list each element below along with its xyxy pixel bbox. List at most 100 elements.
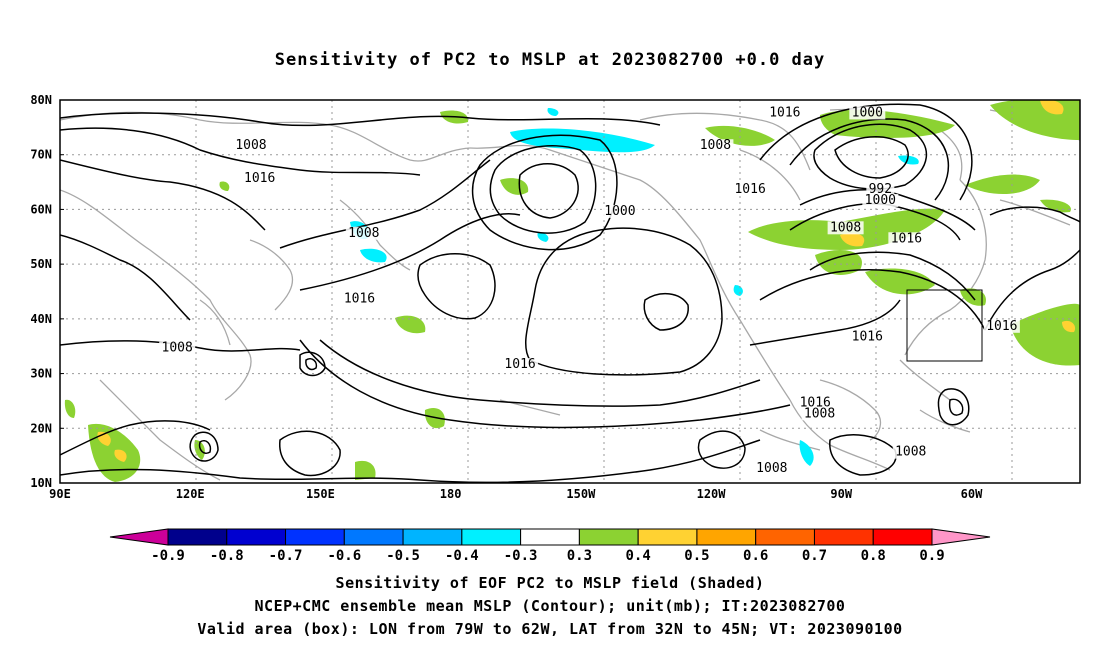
lat-label: 20N — [30, 421, 52, 435]
contour-label-bg — [892, 445, 929, 459]
longitude-labels: 90E 120E 150E 180 150W 120W 90W 60W — [49, 487, 983, 501]
contour-labels: 1016100810081016100010161008101610081016… — [159, 105, 1020, 476]
colorbar-swatch — [637, 528, 698, 546]
contour-label-bg — [341, 292, 378, 306]
contour-label: 1008 — [804, 406, 835, 421]
contour-label: 1008 — [348, 226, 379, 241]
contour-label-bg — [983, 319, 1020, 333]
contour-label-bg — [827, 221, 864, 235]
contour-label: 1008 — [162, 341, 193, 356]
lat-label: 30N — [30, 367, 52, 381]
colorbar-swatch — [813, 528, 874, 546]
contour-label-bg — [502, 358, 539, 372]
lon-label: 150W — [566, 487, 596, 501]
mslp-contours — [60, 103, 1080, 483]
lat-label: 10N — [30, 476, 52, 490]
contour-label-bg — [732, 183, 769, 197]
contour-label-bg — [849, 330, 886, 344]
lat-label: 60N — [30, 202, 52, 216]
colorbar-label: 0.4 — [626, 548, 651, 564]
colorbar-label: -0.9 — [151, 548, 185, 564]
colorbar-label: -0.4 — [445, 548, 479, 564]
contour-label-bg — [766, 106, 803, 120]
lat-label: 50N — [30, 257, 52, 271]
contour-label: 1008 — [700, 138, 731, 153]
contour-label: 1016 — [244, 171, 275, 186]
contour-label: 1008 — [830, 220, 861, 235]
contour-label: 1008 — [756, 461, 787, 476]
contour-label: 1016 — [852, 330, 883, 345]
colorbar-swatch — [578, 528, 639, 546]
contour-label-bg — [232, 139, 269, 153]
contour-label-bg — [866, 183, 895, 197]
lat-label: 40N — [30, 312, 52, 326]
contour-label: 1016 — [891, 231, 922, 246]
contour-label-bg — [601, 204, 638, 218]
caption-shading: Sensitivity of EOF PC2 to MSLP field (Sh… — [335, 574, 765, 592]
contour-label: 1016 — [504, 357, 535, 372]
lon-label: 90E — [49, 487, 71, 501]
lat-label: 80N — [30, 93, 52, 107]
contour-label: 1016 — [769, 105, 800, 120]
contour-label: 1000 — [852, 105, 883, 120]
contour-label-bg — [849, 106, 886, 120]
colorbar-swatch — [226, 528, 287, 546]
colorbar: -0.9 -0.8 -0.7 -0.6 -0.5 -0.4 -0.3 0.3 0.4 0.5 0.6… — [109, 528, 991, 564]
contour-label: 1016 — [344, 291, 375, 306]
colorbar-swatch — [755, 528, 815, 546]
contour-label: 1016 — [734, 182, 765, 197]
colorbar-swatch — [167, 528, 228, 546]
contour-label: 1000 — [865, 193, 896, 208]
colorbar-swatch — [285, 528, 345, 546]
colorbar-label: -0.7 — [269, 548, 303, 564]
colorbar-swatch — [520, 528, 580, 546]
contour-label-bg — [801, 407, 838, 421]
lon-label: 180 — [440, 487, 462, 501]
contour-label: 992 — [869, 182, 892, 197]
colorbar-swatch — [696, 528, 757, 546]
colorbar-low-triangle — [109, 528, 169, 546]
lon-label: 120W — [697, 487, 727, 501]
lon-label: 120E — [176, 487, 205, 501]
colorbar-label: -0.6 — [327, 548, 361, 564]
graticule — [60, 100, 1080, 483]
caption-contour: NCEP+CMC ensemble mean MSLP (Contour); u… — [254, 597, 846, 615]
contour-label-bg — [159, 341, 196, 355]
colorbar-label: 0.7 — [802, 548, 827, 564]
contour-label: 1008 — [235, 138, 266, 153]
valid-area-box — [906, 289, 983, 362]
contour-label-bg — [888, 232, 925, 246]
map-border — [59, 99, 1081, 484]
caption-valid-area: Valid area (box): LON from 79W to 62W, L… — [197, 620, 903, 638]
contour-label-bg — [753, 462, 790, 476]
colorbar-high-triangle — [931, 528, 991, 546]
colorbar-label: -0.8 — [210, 548, 244, 564]
colorbar-swatch — [402, 528, 463, 546]
contour-label: 1016 — [986, 319, 1017, 334]
colorbar-label: -0.5 — [386, 548, 420, 564]
map-title: Sensitivity of PC2 to MSLP at 2023082700… — [274, 50, 826, 70]
contour-label-bg — [862, 193, 899, 207]
colorbar-label: 0.3 — [567, 548, 592, 564]
lon-label: 60W — [961, 487, 983, 501]
contour-label-bg — [697, 139, 734, 153]
colorbar-swatch — [872, 528, 933, 546]
lon-label: 150E — [306, 487, 335, 501]
colorbar-label: -0.3 — [504, 548, 538, 564]
contour-label: 1016 — [800, 395, 831, 410]
contour-label-bg — [345, 226, 382, 240]
colorbar-label: 0.8 — [861, 548, 886, 564]
contour-label: 1000 — [604, 204, 635, 219]
contour-label-bg — [241, 172, 278, 186]
lat-label: 70N — [30, 148, 52, 162]
contour-label: 1008 — [895, 445, 926, 460]
colorbar-swatch — [461, 528, 522, 546]
colorbar-label: 0.6 — [743, 548, 768, 564]
colorbar-swatch — [343, 528, 404, 546]
colorbar-label: 0.9 — [919, 548, 944, 564]
latitude-labels: 80N 70N 60N 50N 40N 30N 20N 10N — [30, 93, 64, 490]
lon-label: 90W — [830, 487, 852, 501]
colorbar-label: 0.5 — [684, 548, 709, 564]
contour-label-bg — [797, 396, 834, 410]
